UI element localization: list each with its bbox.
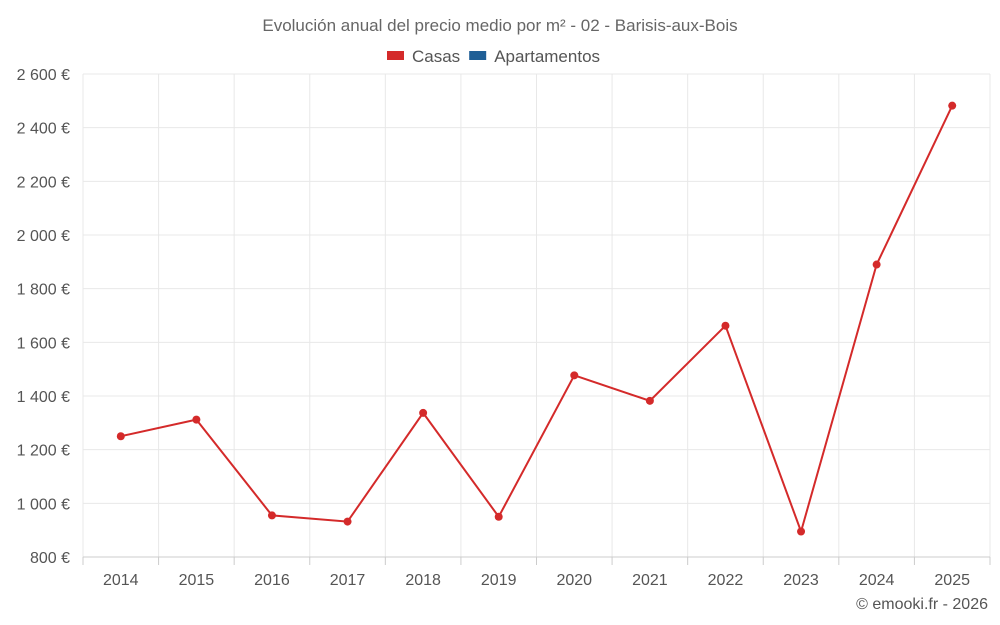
y-tick-label: 2 200 € <box>17 174 70 191</box>
series-line <box>120 105 954 535</box>
x-tick-label: 2023 <box>783 572 819 589</box>
x-tick-label: 2022 <box>708 572 744 589</box>
data-point[interactable] <box>494 512 503 521</box>
data-point[interactable] <box>192 415 201 424</box>
data-point[interactable] <box>343 517 352 526</box>
x-axis: 2014 2015 2016 2017 2018 2019 2020 2021 2022 2023… <box>82 557 991 589</box>
x-tick-label: 2020 <box>556 572 592 589</box>
grid <box>82 73 991 558</box>
x-tick-label: 2018 <box>405 572 441 589</box>
y-tick-label: 1 400 € <box>17 389 70 406</box>
y-axis: 800 € 1 000 € 1 200 € 1 400 € 1 600 € 1 800 €… <box>17 67 70 567</box>
legend-swatch[interactable] <box>469 51 487 60</box>
y-tick-label: 1 000 € <box>17 496 70 513</box>
y-tick-label: 2 400 € <box>17 121 70 138</box>
plot-area <box>116 101 957 536</box>
x-tick-label: 2014 <box>103 572 139 589</box>
x-tick-label: 2025 <box>934 572 970 589</box>
data-point[interactable] <box>116 432 125 441</box>
data-point[interactable] <box>645 396 654 405</box>
data-point[interactable] <box>797 527 806 536</box>
legend-item-label[interactable]: Casas <box>412 47 460 66</box>
data-point[interactable] <box>948 101 957 110</box>
x-tick-label: 2019 <box>481 572 517 589</box>
x-tick-label: 2017 <box>330 572 366 589</box>
x-tick-label: 2024 <box>859 572 895 589</box>
y-tick-label: 2 000 € <box>17 228 70 245</box>
legend-item-label[interactable]: Apartamentos <box>494 47 600 66</box>
y-tick-label: 2 600 € <box>17 67 70 84</box>
y-tick-label: 1 800 € <box>17 282 70 299</box>
data-point[interactable] <box>721 321 730 330</box>
legend: Casas Apartamentos <box>387 47 600 66</box>
x-tick-label: 2015 <box>179 572 215 589</box>
x-tick-label: 2016 <box>254 572 290 589</box>
x-tick-label: 2021 <box>632 572 668 589</box>
legend-swatch[interactable] <box>387 51 404 60</box>
data-point[interactable] <box>419 408 428 417</box>
y-tick-label: 1 200 € <box>17 443 70 460</box>
data-point[interactable] <box>872 260 881 269</box>
data-point[interactable] <box>570 371 579 380</box>
y-tick-label: 1 600 € <box>17 335 70 352</box>
data-point[interactable] <box>267 511 276 520</box>
y-tick-label: 800 € <box>30 550 70 567</box>
credit-text: © emooki.fr - 2026 <box>856 596 988 613</box>
chart-title: Evolución anual del precio medio por m² … <box>262 16 737 35</box>
